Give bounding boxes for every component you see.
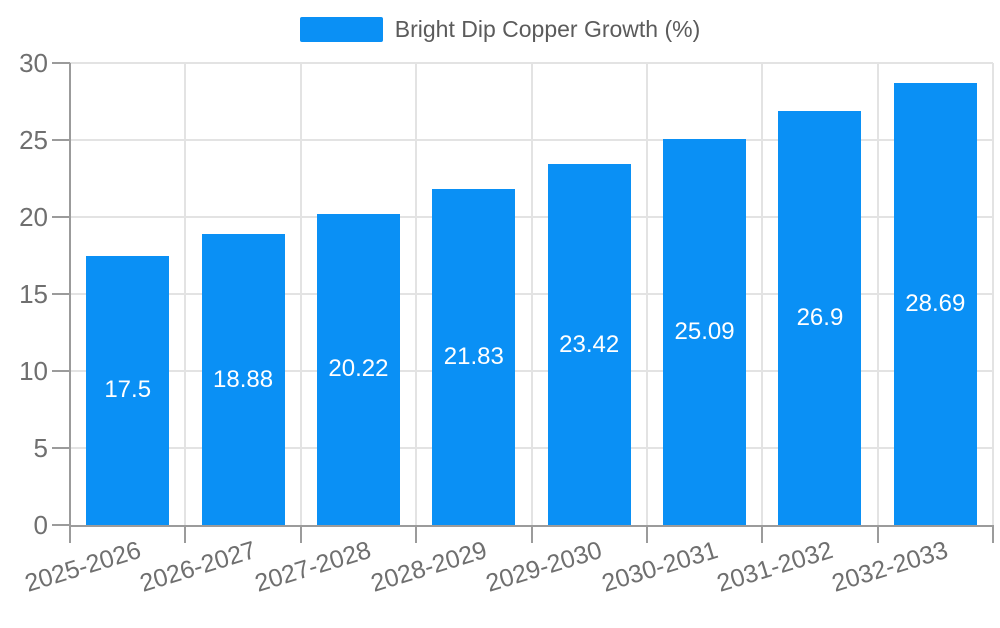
legend[interactable]: Bright Dip Copper Growth (%)	[0, 17, 1000, 42]
v-gridline	[761, 63, 764, 525]
y-axis-label: 10	[19, 356, 48, 386]
v-gridline	[876, 63, 879, 525]
legend-label: Bright Dip Copper Growth (%)	[394, 16, 701, 42]
legend-swatch	[299, 17, 383, 42]
y-axis-line	[69, 63, 71, 527]
y-tick	[52, 447, 70, 449]
bar[interactable]: 18.88	[201, 234, 285, 525]
x-tick	[69, 525, 71, 543]
v-gridline	[530, 63, 533, 525]
bar[interactable]: 23.42	[547, 164, 631, 525]
x-tick	[184, 525, 187, 543]
bar[interactable]: 20.22	[316, 213, 400, 525]
bar-value-label: 26.9	[796, 303, 844, 331]
v-gridline	[992, 63, 994, 525]
y-tick	[52, 293, 70, 295]
y-tick	[52, 139, 70, 141]
y-axis-label: 25	[19, 125, 48, 155]
bar-chart: Bright Dip Copper Growth (%) 0 5 10 15 20 25 3…	[0, 16, 1000, 598]
bar-value-label: 18.88	[213, 365, 274, 393]
x-tick	[761, 525, 764, 543]
bar-value-label: 25.09	[674, 317, 735, 345]
x-tick	[992, 525, 994, 543]
bar[interactable]: 28.69	[893, 83, 977, 525]
v-gridline	[184, 63, 187, 525]
bar[interactable]: 25.09	[663, 138, 747, 525]
y-tick	[52, 62, 70, 64]
y-tick	[52, 370, 70, 372]
x-tick	[415, 525, 418, 543]
x-tick	[876, 525, 879, 543]
bar[interactable]: 21.83	[432, 188, 516, 525]
x-tick	[530, 525, 533, 543]
x-tick	[299, 525, 302, 543]
v-gridline	[645, 63, 648, 525]
bar-value-label: 21.83	[443, 342, 504, 370]
bar-value-label: 23.42	[559, 330, 620, 358]
bar-value-label: 17.5	[104, 376, 152, 404]
y-axis-label: 5	[33, 433, 48, 463]
v-gridline	[299, 63, 302, 525]
bar[interactable]: 26.9	[778, 110, 862, 525]
y-tick	[52, 216, 70, 218]
y-axis-label: 0	[33, 510, 48, 540]
y-axis-label: 15	[19, 279, 48, 309]
bar-value-label: 20.22	[328, 355, 389, 383]
v-gridline	[415, 63, 418, 525]
y-axis-label: 30	[19, 48, 48, 78]
bar[interactable]: 17.5	[86, 255, 170, 525]
x-tick	[645, 525, 648, 543]
y-tick	[52, 524, 70, 526]
bar-value-label: 28.69	[905, 290, 966, 318]
y-axis-label: 20	[19, 202, 48, 232]
